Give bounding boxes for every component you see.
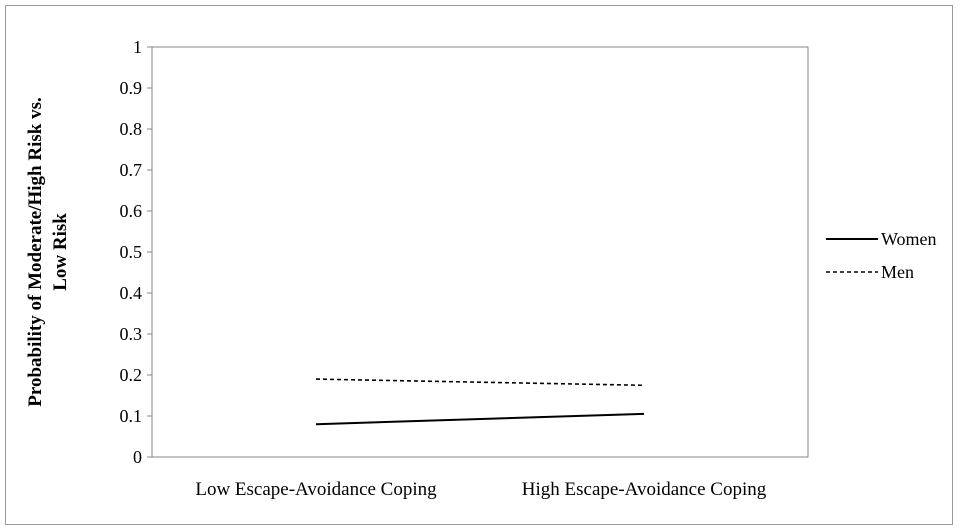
y-tick-label: 0.7 [120,160,143,180]
y-tick-label: 0.1 [120,406,143,426]
y-tick-label: 1 [133,37,142,57]
y-tick-label: 0.3 [120,324,143,344]
y-tick-label: 0.4 [120,283,143,303]
y-axis-title-line2: Low Risk [50,213,71,291]
plot-area [151,46,809,458]
x-axis: Low Escape-Avoidance Coping High Escape-A… [195,479,766,500]
x-category-label: High Escape-Avoidance Coping [522,479,767,500]
series-line-men [315,378,645,387]
legend-label-men: Men [881,262,914,282]
y-tick-label: 0.6 [120,201,143,221]
series-layer [315,378,645,426]
series-line-women [315,412,645,426]
y-tick-label: 0.2 [120,365,143,385]
x-category-label: Low Escape-Avoidance Coping [195,479,437,500]
y-tick-label: 0 [133,447,142,467]
plot-area-group [151,46,809,458]
legend-label-women: Women [881,229,937,249]
y-axis-title-line1: Probability of Moderate/High Risk vs. [25,97,46,406]
y-tick-label: 0.5 [120,242,143,262]
legend: Women Men [826,229,937,282]
y-tick-label: 0.8 [120,119,143,139]
y-axis: 0 0.1 0.2 0.3 0.4 0.5 0.6 0.7 0.8 0.9 1 [120,37,152,467]
y-tick-label: 0.9 [120,78,143,98]
